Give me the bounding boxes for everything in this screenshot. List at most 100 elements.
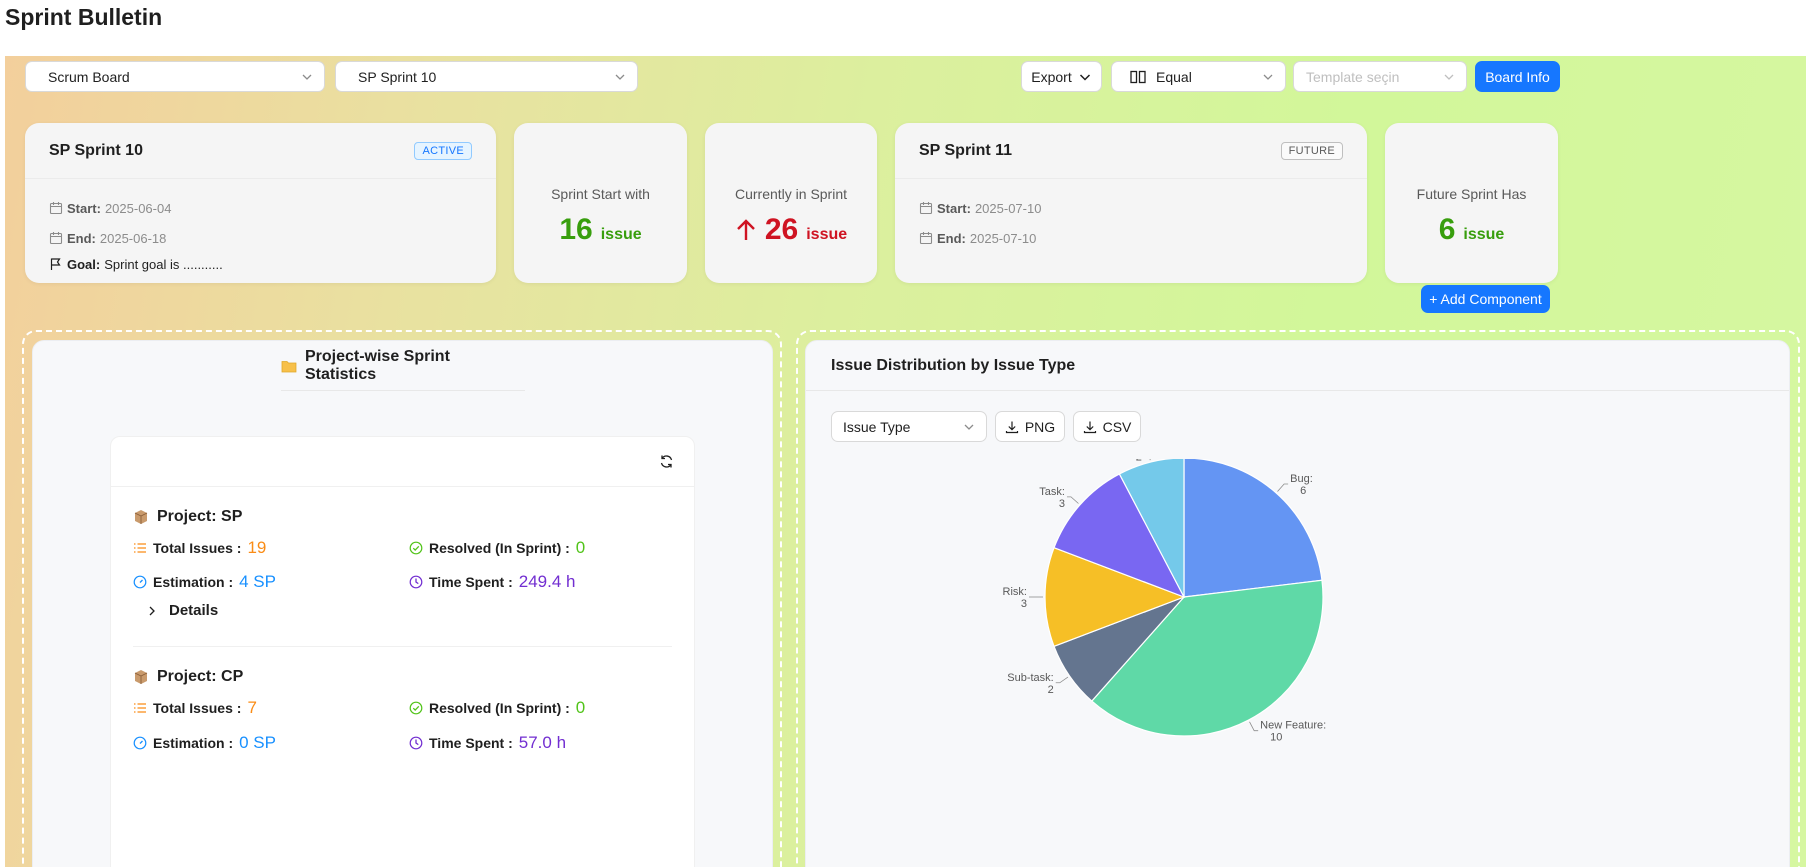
pie-label-line [1277,483,1289,492]
pie-slice-new-feature[interactable] [1090,579,1324,737]
refresh-icon[interactable] [659,454,674,469]
estimation: Estimation : 4 SP [133,572,276,592]
stat-value: 16 [559,213,593,246]
calendar-icon [919,202,933,215]
columns-icon [1130,70,1146,83]
sprint-select[interactable]: SP Sprint 10 [335,61,638,92]
issue-distribution-panel: Issue Distribution by Issue Type Issue T… [805,340,1790,867]
list-icon [134,703,146,713]
dashboard-icon [133,736,147,750]
time-spent: Time Spent : 249.4 h [409,572,576,592]
stat-value: 26 [764,213,799,246]
time-spent-label: Time Spent : [429,735,513,751]
estimation-label: Estimation : [153,574,234,590]
pie-value-label: 10 [1270,732,1282,744]
board-info-label: Board Info [1485,68,1550,85]
start-label: Start: [67,200,101,216]
issue-distribution-title: Issue Distribution by Issue Type [831,356,1076,374]
template-select[interactable]: Template seçin [1293,61,1467,92]
add-component-label: + Add Component [1429,291,1542,307]
stat-unit: issue [600,226,642,243]
calendar-icon [919,232,933,245]
export-button[interactable]: Export [1021,61,1102,92]
estimation: Estimation : 0 SP [133,733,276,753]
end-label: End: [67,230,96,246]
board-select[interactable]: Scrum Board [25,61,325,92]
pie-value-label: 2 [1048,684,1054,696]
download-csv-button[interactable]: CSV [1073,411,1141,442]
arrow-up-icon [736,219,755,240]
stat-unit: issue [1463,226,1505,243]
future-sprint-stat: Future Sprint Has 6 issue [1385,123,1558,283]
details-label: Details [169,602,219,619]
page-title: Sprint Bulletin [5,4,163,30]
png-label: PNG [1024,418,1056,435]
check-circle-icon [409,541,423,555]
pie-slice-bug[interactable] [1183,459,1323,598]
add-component-button[interactable]: + Add Component [1421,285,1550,313]
active-sprint-end: End: 2025-06-18 [25,223,496,253]
stat-unit: issue [806,226,848,243]
sprint-select-value: SP Sprint 10 [358,68,437,85]
resolved-issues: Resolved (In Sprint) : 0 [409,698,585,718]
pie-label-line [1066,496,1079,504]
divider [133,646,672,647]
time-spent-label: Time Spent : [429,574,513,590]
pie-label: New Feature: [1260,720,1326,732]
download-png-button[interactable]: PNG [995,411,1065,442]
list-icon [134,543,146,553]
pie-label-line [1055,676,1069,684]
component-frame[interactable] [796,330,1800,867]
start-label: Start: [937,200,971,216]
start-date: 2025-07-10 [974,200,1042,216]
pie-value-label: 3 [1021,598,1027,610]
time-spent-value: 57.0 h [518,733,567,752]
project-title: Project: SP [133,508,242,526]
calendar-icon [49,232,63,245]
pie-slice-story[interactable] [1118,459,1185,598]
download-icon [1083,421,1096,433]
project-name: Project: SP [157,508,243,525]
end-date: 2025-06-18 [99,230,167,246]
end-date: 2025-07-10 [969,230,1037,246]
stat-label: Future Sprint Has [1416,186,1527,202]
estimation-label: Estimation : [153,735,234,751]
resolved-issues: Resolved (In Sprint) : 0 [409,538,585,558]
layout-select[interactable]: Equal [1111,61,1286,92]
current-sprint-stat: Currently in Sprint 26 issue [705,123,877,283]
pie-label: Risk: [1003,586,1027,598]
stat-label: Sprint Start with [551,186,650,202]
group-by-select[interactable]: Issue Type [831,411,987,442]
resolved-value: 0 [575,698,586,717]
stat-value: 6 [1438,213,1456,246]
active-sprint-card: SP Sprint 10 ACTIVE Start: 2025-06-04 En… [25,123,496,283]
chevron-down-icon [615,74,625,80]
goal-text: Sprint goal is ........... [104,256,223,272]
goal-label: Goal: [67,256,101,272]
pie-label: Bug: [1290,473,1313,485]
calendar-icon [49,202,63,215]
issue-distribution-header: Issue Distribution by Issue Type [806,341,1789,391]
future-sprint-header: SP Sprint 11 FUTURE [895,123,1367,179]
component-frame[interactable] [22,330,782,867]
pie-label: Sub-task: [1007,672,1053,684]
chevron-down-icon [1263,74,1273,80]
pie-label-line [1149,459,1151,461]
package-icon [134,510,148,524]
pie-slice-task[interactable] [1053,473,1186,599]
total-issues-label: Total Issues : [153,700,242,716]
start-date: 2025-06-04 [104,200,172,216]
pie-slice-risk[interactable] [1044,546,1186,648]
chevron-down-icon [1444,74,1454,80]
csv-label: CSV [1102,418,1132,435]
end-label: End: [937,230,966,246]
project-stats-card: Project: SP Total Issues : 19 Resolved (… [110,436,695,867]
total-issues: Total Issues : 7 [133,698,257,718]
project-title: Project: CP [133,668,243,686]
pie-label-line [1249,721,1259,732]
details-toggle[interactable]: Details [145,602,218,619]
board-info-button[interactable]: Board Info [1475,61,1560,92]
project-stats-header: Project-wise Sprint Statistics [281,341,525,391]
resolved-label: Resolved (In Sprint) : [429,540,570,556]
